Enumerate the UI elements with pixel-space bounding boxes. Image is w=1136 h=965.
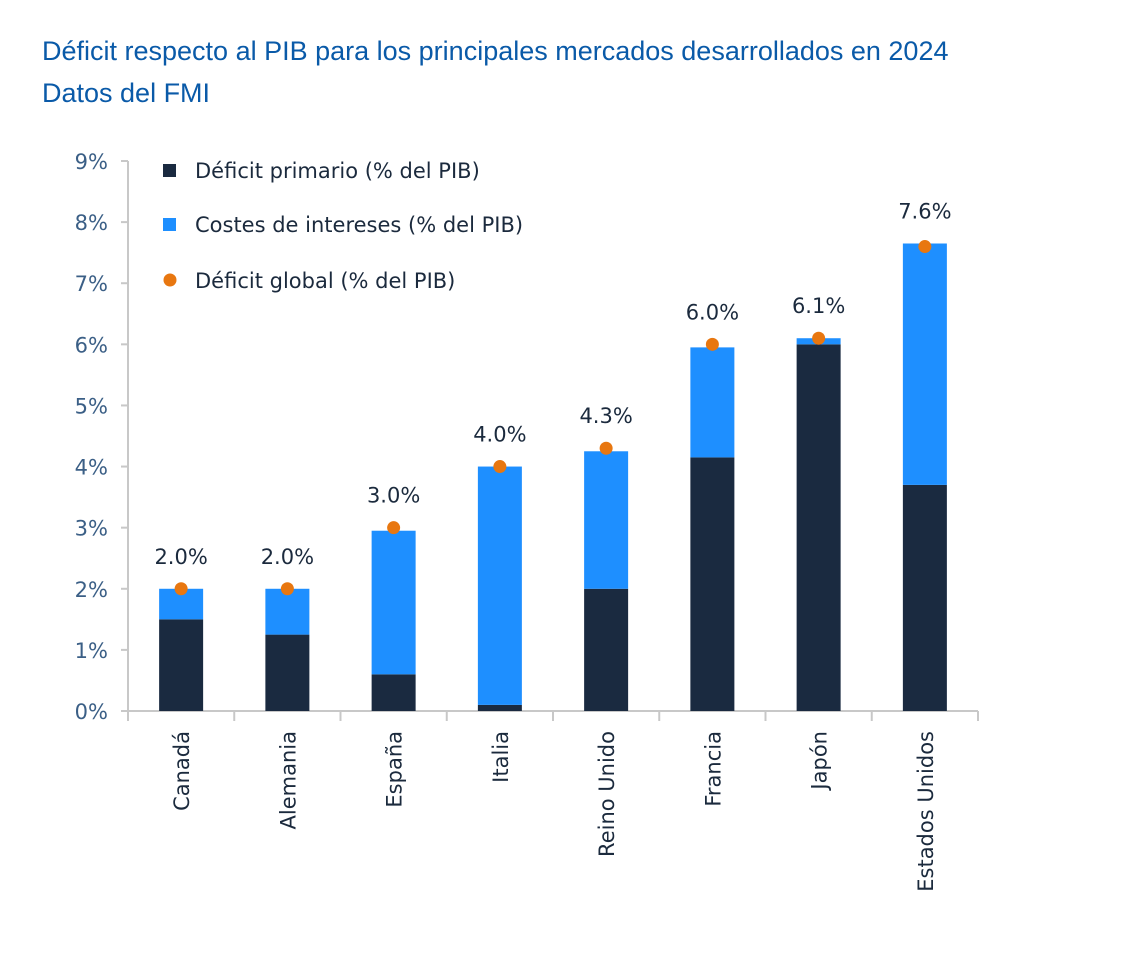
bar-primary-deficit (265, 634, 310, 711)
legend-label-global: Déficit global (% del PIB) (195, 269, 455, 293)
x-category-label: Japón (808, 731, 832, 792)
x-category-label: Canadá (170, 731, 194, 811)
data-label: 4.3% (579, 404, 632, 428)
bar-primary-deficit (159, 619, 204, 711)
bar-primary-deficit (690, 457, 735, 711)
bar-primary-deficit (477, 704, 522, 711)
point-global-deficit (280, 582, 294, 596)
legend-label-interest: Costes de intereses (% del PIB) (195, 213, 523, 237)
legend-marker-global (163, 273, 177, 287)
point-global-deficit (918, 240, 932, 254)
legend-swatch-primary (163, 164, 176, 177)
bar-interest-costs (371, 530, 416, 675)
data-label: 3.0% (367, 484, 420, 508)
bar-primary-deficit (584, 588, 629, 711)
y-tick-label: 3% (75, 517, 108, 541)
legend-label-primary: Déficit primario (% del PIB) (195, 159, 480, 183)
data-label: 4.0% (473, 423, 526, 447)
y-tick-label: 8% (75, 211, 108, 235)
legend: Déficit primario (% del PIB) Costes de i… (163, 159, 523, 293)
bar-primary-deficit (796, 344, 841, 711)
data-label: 2.0% (261, 545, 314, 569)
title-line-2: Datos del FMI (42, 78, 211, 108)
y-tick-label: 1% (75, 639, 108, 663)
data-labels: 2.0% 2.0% 3.0% 4.0% 4.3% 6.0% 6.1% 7.6% (154, 200, 951, 569)
legend-swatch-interest (163, 218, 176, 231)
axes: 0% 1% 2% 3% 4% 5% 6% 7% 8% 9% Canadá Alemania España… (75, 150, 979, 892)
point-global-deficit (387, 521, 401, 535)
point-global-deficit (599, 441, 613, 455)
y-tick-label: 2% (75, 578, 108, 602)
bar-interest-costs (690, 347, 735, 458)
bar-interest-costs (902, 243, 947, 485)
bars (159, 243, 947, 711)
y-tick-label: 7% (75, 272, 108, 296)
y-tick-label: 0% (75, 700, 108, 724)
bar-interest-costs (477, 466, 522, 705)
global-deficit-points (174, 240, 932, 596)
data-label: 2.0% (154, 545, 207, 569)
x-category-label: Alemania (276, 731, 300, 829)
bar-primary-deficit (371, 674, 416, 711)
y-tick-label: 6% (75, 333, 108, 357)
x-category-label: Francia (701, 731, 725, 807)
data-label: 6.1% (792, 294, 845, 318)
point-global-deficit (493, 460, 507, 474)
bar-interest-costs (265, 588, 310, 635)
x-category-label: Estados Unidos (914, 731, 938, 892)
data-label: 6.0% (686, 300, 739, 324)
bar-primary-deficit (902, 484, 947, 711)
chart-title: Déficit respecto al PIB para los princip… (42, 30, 948, 114)
point-global-deficit (812, 331, 826, 345)
x-category-label: Reino Unido (595, 731, 619, 857)
title-line-1: Déficit respecto al PIB para los princip… (42, 36, 949, 66)
point-global-deficit (705, 337, 719, 351)
x-category-label: Italia (489, 731, 513, 783)
point-global-deficit (174, 582, 188, 596)
bar-interest-costs (584, 451, 629, 589)
x-category-label: España (383, 731, 407, 808)
y-tick-label: 5% (75, 394, 108, 418)
y-tick-label: 4% (75, 456, 108, 480)
y-tick-label: 9% (75, 150, 108, 174)
data-label: 7.6% (898, 200, 951, 224)
